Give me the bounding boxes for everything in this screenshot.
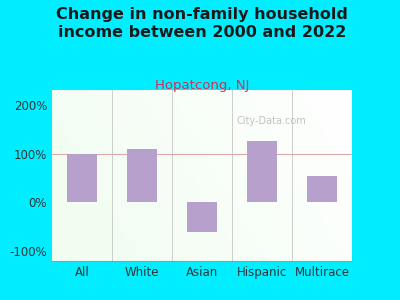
Text: Change in non-family household
income between 2000 and 2022: Change in non-family household income be… xyxy=(56,8,348,40)
Text: Hopatcong, NJ: Hopatcong, NJ xyxy=(155,80,249,92)
Bar xyxy=(307,176,337,203)
Bar xyxy=(187,202,217,232)
Text: City-Data.com: City-Data.com xyxy=(236,116,306,126)
Bar xyxy=(247,141,277,202)
Bar xyxy=(127,148,157,202)
Bar xyxy=(67,154,97,202)
